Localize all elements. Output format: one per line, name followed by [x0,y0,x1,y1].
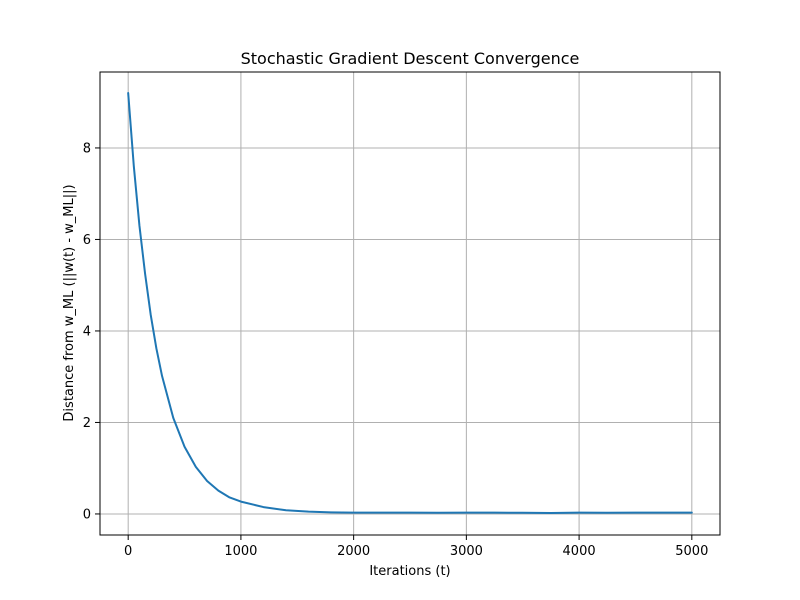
y-tick-label: 8 [83,141,91,156]
x-tick-label: 3000 [450,544,483,559]
y-tick-label: 0 [83,507,91,522]
x-tick-label: 4000 [563,544,596,559]
plot-area-frame [99,71,721,536]
x-tick-label: 2000 [337,544,370,559]
x-tick-label: 0 [124,544,132,559]
series-layer [127,92,693,514]
y-tick-label: 4 [83,324,91,339]
y-axis-label: Distance from w_ML (||w(t) - w_ML||) [62,184,77,421]
y-tick-label: 6 [83,233,91,248]
x-axis-label: Iterations (t) [369,564,450,579]
y-axis-ticks: 0 2 4 6 8 [83,141,100,522]
x-tick-label: 1000 [224,544,257,559]
series-line [127,92,693,514]
chart-title: Stochastic Gradient Descent Convergence [241,49,580,68]
grid-layer [100,72,720,535]
x-axis-ticks: 0 1000 2000 3000 4000 5000 [124,535,708,559]
y-tick-label: 2 [83,416,91,431]
x-tick-label: 5000 [675,544,708,559]
